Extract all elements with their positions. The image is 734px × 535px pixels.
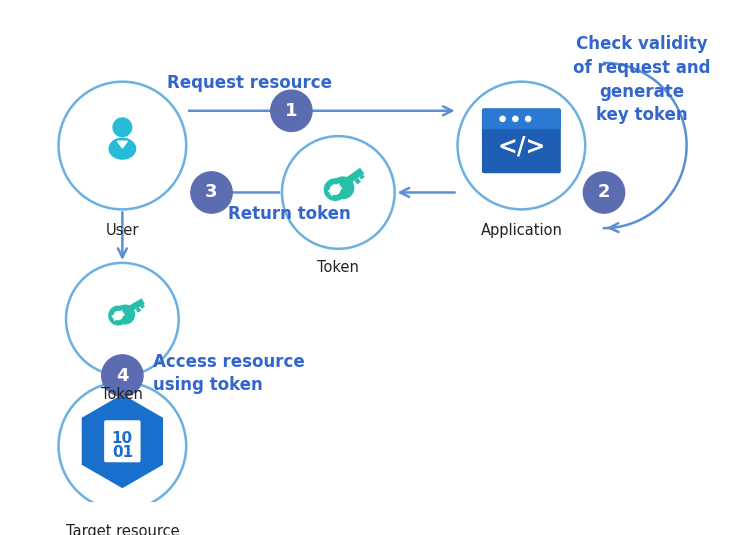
Text: Token: Token <box>317 260 359 275</box>
Polygon shape <box>341 167 364 187</box>
Text: Token: Token <box>101 387 143 402</box>
Circle shape <box>584 172 625 213</box>
Circle shape <box>191 172 232 213</box>
FancyBboxPatch shape <box>484 110 559 127</box>
Polygon shape <box>360 174 365 180</box>
Text: Request resource: Request resource <box>167 74 332 91</box>
Ellipse shape <box>109 137 137 160</box>
Text: 10: 10 <box>112 431 133 446</box>
Text: User: User <box>106 224 139 239</box>
Circle shape <box>332 177 355 199</box>
Text: 4: 4 <box>116 366 128 385</box>
Circle shape <box>499 116 506 122</box>
Circle shape <box>108 305 128 325</box>
Circle shape <box>66 263 178 376</box>
Text: 3: 3 <box>206 184 218 202</box>
Text: </>: </> <box>497 135 545 159</box>
Text: 2: 2 <box>597 184 610 202</box>
Circle shape <box>525 116 531 122</box>
Circle shape <box>512 116 519 122</box>
Circle shape <box>282 136 395 249</box>
Circle shape <box>114 311 123 320</box>
Circle shape <box>112 117 132 137</box>
Text: Check validity
of request and
generate
key token: Check validity of request and generate k… <box>573 35 711 124</box>
Circle shape <box>59 82 186 209</box>
Polygon shape <box>355 178 361 185</box>
Text: Access resource
using token: Access resource using token <box>153 353 305 394</box>
Text: 1: 1 <box>285 102 297 120</box>
FancyBboxPatch shape <box>482 109 561 129</box>
Polygon shape <box>125 299 145 314</box>
Polygon shape <box>81 394 163 488</box>
Circle shape <box>115 304 135 325</box>
Polygon shape <box>140 304 145 309</box>
Circle shape <box>330 184 341 195</box>
Circle shape <box>271 90 312 132</box>
Text: Application: Application <box>481 224 562 239</box>
Text: 01: 01 <box>112 445 133 460</box>
Text: Return token: Return token <box>228 205 351 223</box>
Polygon shape <box>117 141 128 148</box>
Circle shape <box>102 355 143 396</box>
Circle shape <box>324 178 346 201</box>
Polygon shape <box>136 307 141 312</box>
FancyBboxPatch shape <box>103 419 142 463</box>
FancyBboxPatch shape <box>482 109 561 173</box>
Circle shape <box>457 82 585 209</box>
Circle shape <box>59 382 186 510</box>
Text: Target resource: Target resource <box>65 524 179 535</box>
